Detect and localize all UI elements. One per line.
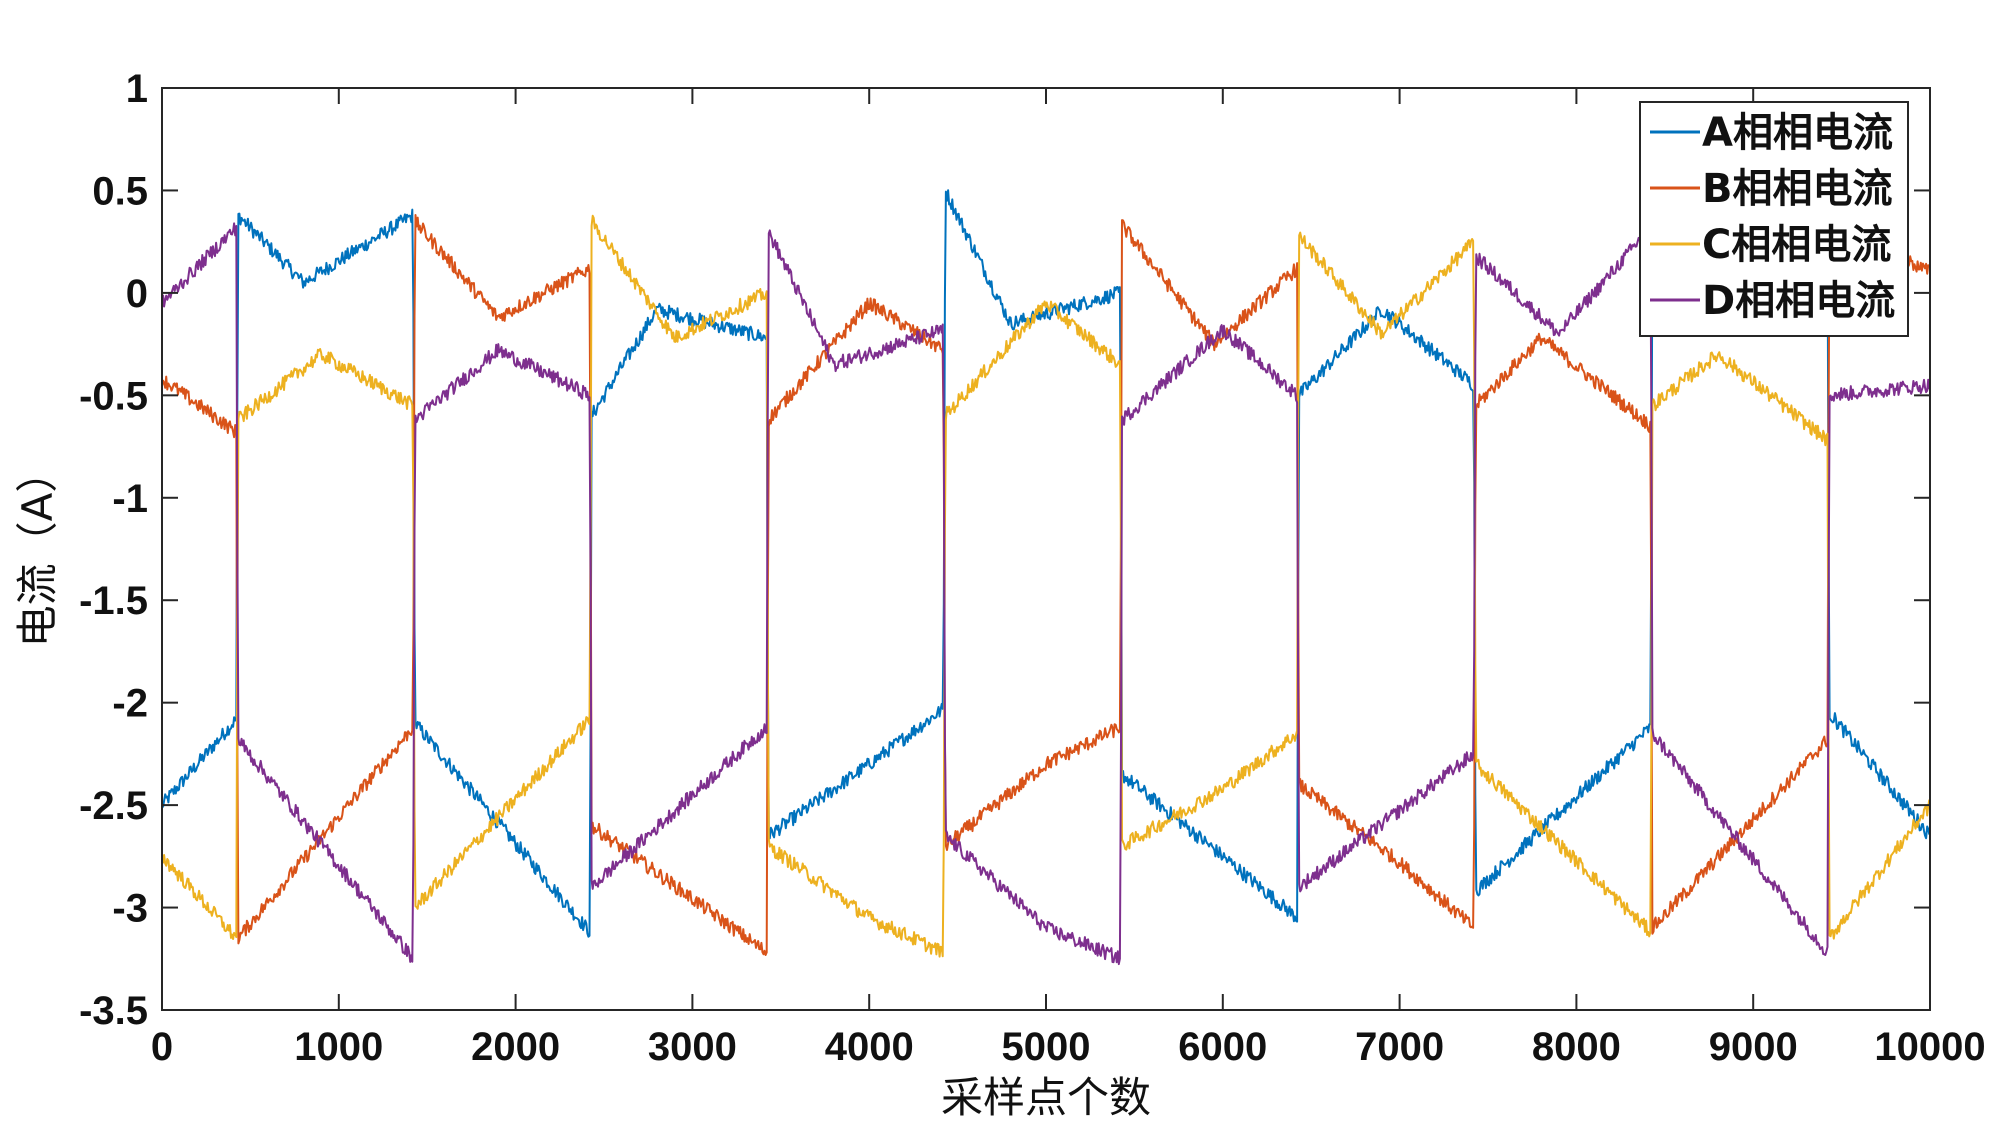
y-tick-label: -2.5 xyxy=(79,784,148,828)
y-axis-title: 电流（A） xyxy=(13,451,62,648)
y-tick-label: -2 xyxy=(112,682,148,726)
x-tick-label: 0 xyxy=(151,1025,173,1069)
y-tick-label: 1 xyxy=(126,67,148,111)
y-tick-label: -3.5 xyxy=(79,989,148,1033)
y-tick-label: -3 xyxy=(112,887,148,931)
legend-label-4: D相相电流 xyxy=(1702,278,1895,324)
series-line-1 xyxy=(161,189,1931,938)
x-tick-label: 10000 xyxy=(1874,1025,1985,1069)
x-tick-label: 8000 xyxy=(1532,1025,1621,1069)
x-tick-label: 3000 xyxy=(648,1025,737,1069)
y-tick-label: -1.5 xyxy=(79,579,148,623)
series-line-4 xyxy=(161,221,1931,966)
y-tick-label: -1 xyxy=(112,477,148,521)
x-tick-label: 2000 xyxy=(471,1025,560,1069)
legend-label-3: C相相电流 xyxy=(1702,222,1891,268)
x-tick-label: 4000 xyxy=(825,1025,914,1069)
series-line-3 xyxy=(161,214,1931,958)
series-line-2 xyxy=(161,214,1931,956)
legend-label-2: B相相电流 xyxy=(1702,166,1893,212)
y-tick-label: 0 xyxy=(126,272,148,316)
x-tick-label: 9000 xyxy=(1709,1025,1798,1069)
x-tick-label: 5000 xyxy=(1002,1025,1091,1069)
x-tick-label: 6000 xyxy=(1178,1025,1267,1069)
legend-box xyxy=(1639,101,1909,337)
y-tick-labels: 1 0.5 0 -0.5 -1 -1.5 -2 -2.5 -3 -3.5 xyxy=(79,67,148,1033)
x-tick-labels: 0 1000 2000 3000 4000 5000 6000 7000 8000 9000 100… xyxy=(151,1025,1986,1069)
tick-layer xyxy=(161,87,1931,1011)
plot-area xyxy=(162,88,1930,1010)
legend: A相相电流 B相相电流 C相相电流 D相相电流 xyxy=(1639,101,1909,337)
y-tick-label: 0.5 xyxy=(92,169,148,213)
x-tick-label: 1000 xyxy=(294,1025,383,1069)
x-axis-title: 采样点个数 xyxy=(941,1073,1151,1122)
series-layer xyxy=(161,189,1931,966)
x-tick-label: 7000 xyxy=(1355,1025,1444,1069)
y-tick-label: -0.5 xyxy=(79,374,148,418)
legend-label-1: A相相电流 xyxy=(1702,110,1893,156)
